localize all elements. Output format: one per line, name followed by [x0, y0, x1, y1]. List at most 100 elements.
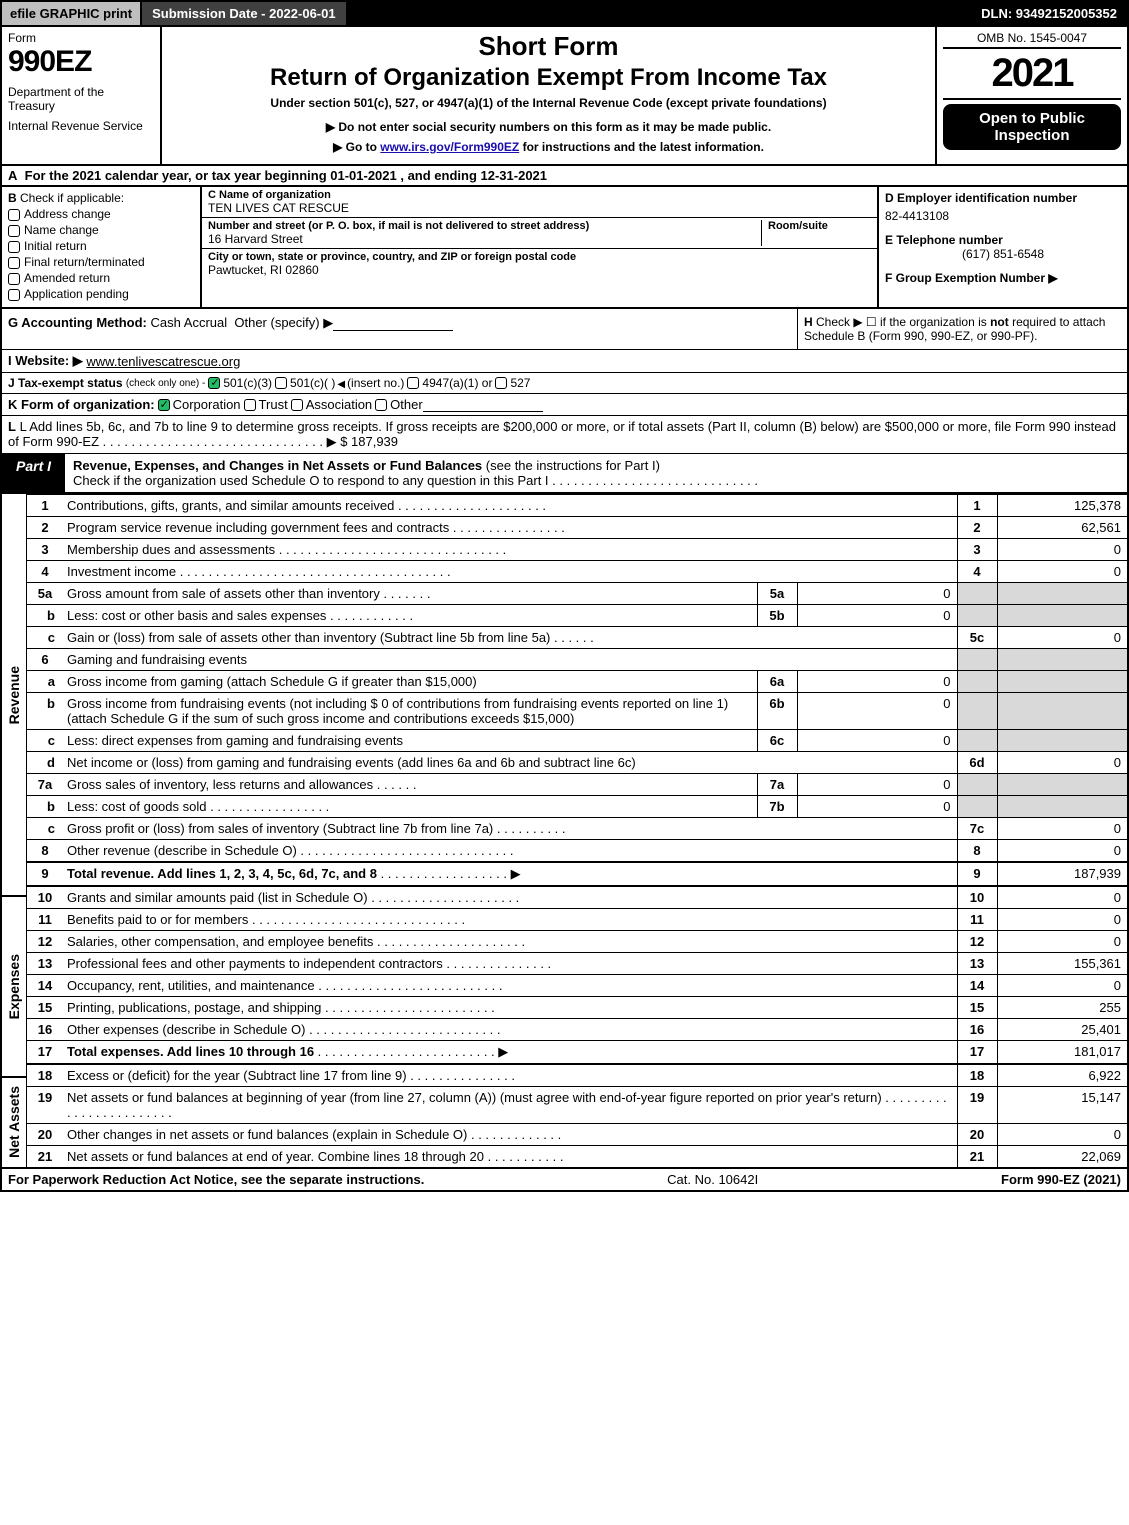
efile-print-button[interactable]: efile GRAPHIC print — [2, 2, 142, 25]
line-6: 6Gaming and fundraising events — [27, 649, 1127, 671]
line-13: 13Professional fees and other payments t… — [27, 953, 1127, 975]
short-form-title: Short Form — [170, 31, 927, 62]
box-b: B Check if applicable: Address change Na… — [2, 187, 202, 307]
line-4: 4Investment income . . . . . . . . . . .… — [27, 561, 1127, 583]
form-word: Form — [8, 31, 154, 45]
website-value: www.tenlivescatrescue.org — [86, 354, 240, 369]
side-revenue: Revenue — [6, 666, 22, 724]
part1-title: Revenue, Expenses, and Changes in Net As… — [65, 454, 1097, 492]
line-2: 2Program service revenue including gover… — [27, 517, 1127, 539]
cb-initial-return[interactable] — [8, 241, 20, 253]
line-6a: aGross income from gaming (attach Schedu… — [27, 671, 1127, 693]
lbl-other-org: Other — [390, 397, 423, 412]
line-10: 10Grants and similar amounts paid (list … — [27, 886, 1127, 909]
row-l: L L Add lines 5b, 6c, and 7b to line 9 t… — [0, 415, 1129, 453]
phone-value: (617) 851-6548 — [885, 247, 1121, 261]
other-org-blank — [423, 398, 543, 412]
irs-link[interactable]: www.irs.gov/Form990EZ — [380, 140, 519, 154]
line-5a: 5aGross amount from sale of assets other… — [27, 583, 1127, 605]
line-20: 20Other changes in net assets or fund ba… — [27, 1124, 1127, 1146]
other-method-blank — [333, 317, 453, 331]
cb-trust[interactable] — [244, 399, 256, 411]
cb-assoc[interactable] — [291, 399, 303, 411]
box-d: D Employer identification number 82-4413… — [877, 187, 1127, 307]
i-label: I Website: ▶ — [8, 353, 83, 369]
city-value: Pawtucket, RI 02860 — [208, 263, 871, 277]
box-c: C Name of organization TEN LIVES CAT RES… — [202, 187, 877, 307]
side-expenses: Expenses — [6, 954, 22, 1019]
lbl-assoc: Association — [306, 397, 372, 412]
row-a-label: A — [8, 168, 17, 183]
side-labels: Revenue Expenses Net Assets — [2, 494, 26, 1167]
lbl-amended-return: Amended return — [24, 271, 110, 285]
group-exemption-label: F Group Exemption Number ▶ — [885, 271, 1121, 285]
cb-4947[interactable] — [407, 377, 419, 389]
lines-table: 1Contributions, gifts, grants, and simil… — [27, 494, 1127, 1167]
b-label: B — [8, 191, 17, 205]
j-note: (check only one) - — [126, 378, 205, 389]
row-i: I Website: ▶ www.tenlivescatrescue.org — [0, 349, 1129, 372]
header-left: Form 990EZ Department of the Treasury In… — [2, 27, 162, 164]
line-6d: dNet income or (loss) from gaming and fu… — [27, 752, 1127, 774]
tax-year: 2021 — [943, 49, 1121, 100]
cb-501c3[interactable] — [208, 377, 220, 389]
h-bold: not — [990, 315, 1009, 329]
line-3: 3Membership dues and assessments . . . .… — [27, 539, 1127, 561]
lbl-application-pending: Application pending — [24, 287, 129, 301]
g-label: G Accounting Method: — [8, 315, 147, 330]
cb-amended-return[interactable] — [8, 273, 20, 285]
room-label: Room/suite — [768, 220, 871, 232]
footer-form: Form 990-EZ (2021) — [1001, 1172, 1121, 1187]
dept-treasury: Department of the Treasury — [8, 85, 154, 113]
line-8: 8Other revenue (describe in Schedule O) … — [27, 840, 1127, 863]
cb-corp[interactable] — [158, 399, 170, 411]
lbl-501c: 501(c)( ) — [290, 376, 335, 390]
row-h: H Check ▶ ☐ if the organization is not r… — [797, 309, 1127, 349]
lbl-insert: (insert no.) — [347, 376, 404, 390]
row-g: G Accounting Method: Cash Accrual Other … — [2, 309, 797, 349]
header-right: OMB No. 1545-0047 2021 Open to Public In… — [937, 27, 1127, 164]
header-center: Short Form Return of Organization Exempt… — [162, 27, 937, 164]
line-9: 9Total revenue. Add lines 1, 2, 3, 4, 5c… — [27, 862, 1127, 886]
row-a-text: For the 2021 calendar year, or tax year … — [25, 168, 547, 183]
triangle-left-icon — [335, 376, 347, 390]
bullet-ssn: ▶ Do not enter social security numbers o… — [170, 120, 927, 134]
lbl-name-change: Name change — [24, 223, 99, 237]
row-k: K Form of organization: Corporation Trus… — [0, 393, 1129, 415]
form-number: 990EZ — [8, 45, 154, 79]
line-5b: bLess: cost or other basis and sales exp… — [27, 605, 1127, 627]
cb-527[interactable] — [495, 377, 507, 389]
line-21: 21Net assets or fund balances at end of … — [27, 1146, 1127, 1168]
form-header: Form 990EZ Department of the Treasury In… — [0, 25, 1129, 166]
line-7c: cGross profit or (loss) from sales of in… — [27, 818, 1127, 840]
street-value: 16 Harvard Street — [208, 232, 761, 246]
l-amount: ▶ $ 187,939 — [327, 434, 398, 449]
page-footer: For Paperwork Reduction Act Notice, see … — [0, 1169, 1129, 1192]
lbl-corp: Corporation — [173, 397, 241, 412]
part1-note: (see the instructions for Part I) — [486, 458, 660, 473]
line-5c: cGain or (loss) from sale of assets othe… — [27, 627, 1127, 649]
submission-date: Submission Date - 2022-06-01 — [142, 2, 348, 25]
triangle-right-icon: ▶ — [511, 866, 521, 881]
line-7a: 7aGross sales of inventory, less returns… — [27, 774, 1127, 796]
street-label: Number and street (or P. O. box, if mail… — [208, 220, 761, 232]
footer-catno: Cat. No. 10642I — [424, 1172, 1001, 1187]
line-11: 11Benefits paid to or for members . . . … — [27, 909, 1127, 931]
under-section: Under section 501(c), 527, or 4947(a)(1)… — [170, 96, 927, 110]
cb-other-org[interactable] — [375, 399, 387, 411]
l-text: L Add lines 5b, 6c, and 7b to line 9 to … — [8, 419, 1116, 449]
org-name: TEN LIVES CAT RESCUE — [208, 201, 871, 215]
lbl-4947: 4947(a)(1) or — [422, 376, 492, 390]
cb-application-pending[interactable] — [8, 289, 20, 301]
cb-final-return[interactable] — [8, 257, 20, 269]
cb-address-change[interactable] — [8, 209, 20, 221]
lbl-527: 527 — [510, 376, 530, 390]
c-name-label: C Name of organization — [208, 189, 871, 201]
lbl-final-return: Final return/terminated — [24, 255, 145, 269]
h-text: Check ▶ ☐ if the organization is — [816, 315, 990, 329]
lbl-cash: Cash — [151, 315, 181, 330]
omb-number: OMB No. 1545-0047 — [943, 31, 1121, 49]
cb-501c[interactable] — [275, 377, 287, 389]
part1-header: Part I Revenue, Expenses, and Changes in… — [0, 453, 1129, 494]
cb-name-change[interactable] — [8, 225, 20, 237]
